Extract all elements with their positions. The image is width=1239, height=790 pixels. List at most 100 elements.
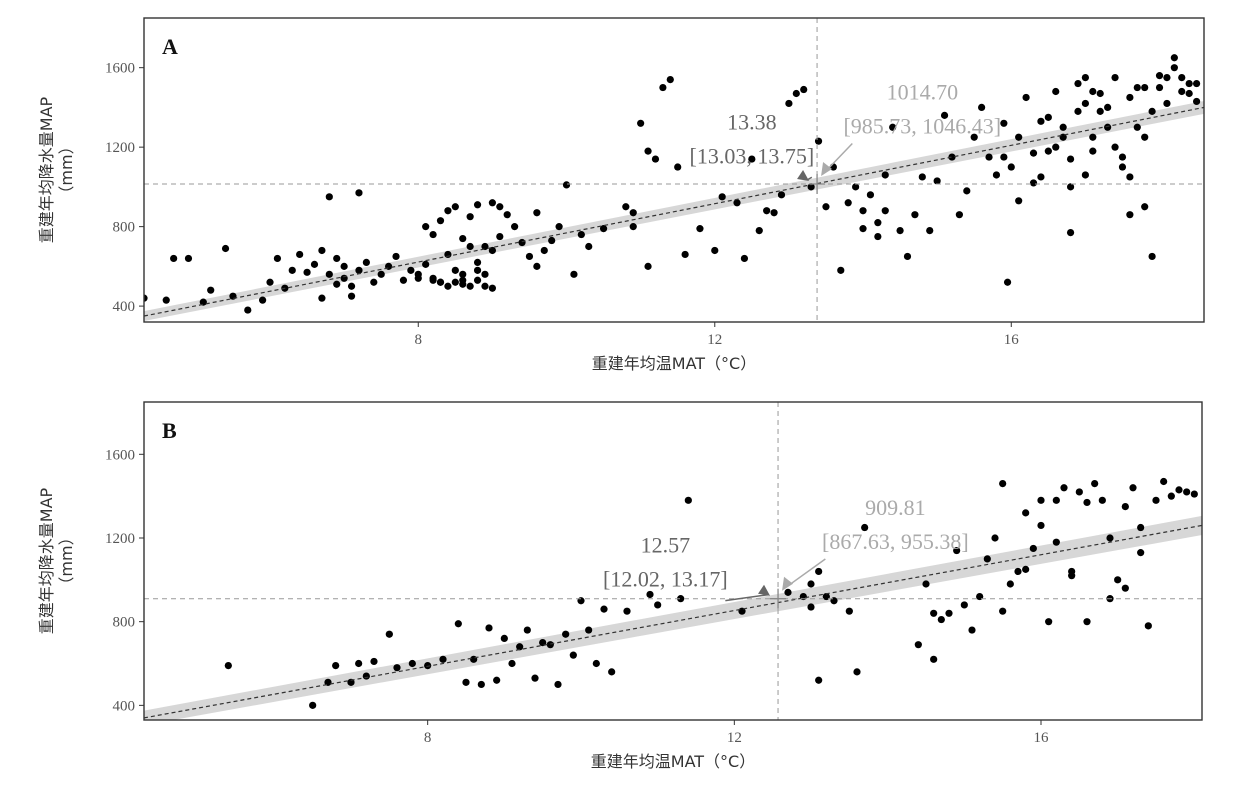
data-point	[554, 680, 562, 689]
data-point	[881, 171, 889, 179]
data-point	[822, 203, 830, 211]
data-point	[1066, 183, 1075, 191]
data-point	[444, 282, 452, 290]
mean-x-arrowhead	[797, 169, 810, 181]
data-point	[940, 111, 949, 119]
data-point	[533, 209, 541, 217]
y-axis-label: 重建年均降水量MAP	[37, 487, 56, 634]
data-point	[481, 270, 489, 278]
data-point	[807, 603, 815, 611]
data-point	[666, 75, 674, 84]
mean-y-value: 909.81	[865, 495, 926, 520]
data-point	[1029, 179, 1038, 187]
data-point	[859, 207, 867, 215]
data-point	[654, 601, 662, 609]
data-point	[355, 189, 363, 197]
data-point	[918, 173, 926, 181]
data-point	[859, 225, 867, 233]
data-point	[500, 634, 508, 643]
data-point	[1175, 486, 1183, 494]
data-point	[324, 678, 332, 686]
data-point	[422, 260, 430, 268]
data-point	[439, 655, 447, 663]
data-point	[629, 209, 637, 217]
data-point	[310, 260, 319, 268]
data-point	[569, 651, 577, 659]
data-point	[1190, 490, 1198, 498]
data-point	[318, 246, 326, 255]
data-point	[922, 580, 930, 588]
data-point	[985, 153, 993, 161]
data-point	[1192, 79, 1201, 88]
data-point	[1059, 123, 1067, 131]
data-point	[473, 266, 482, 274]
data-point	[221, 244, 230, 253]
data-point	[370, 657, 378, 666]
y-tick-label: 800	[113, 615, 136, 631]
data-point	[770, 209, 778, 217]
data-point	[362, 258, 370, 266]
data-point	[1037, 173, 1045, 181]
data-point	[303, 268, 311, 276]
data-point	[508, 659, 516, 668]
data-point	[577, 230, 585, 239]
data-point	[1045, 618, 1053, 626]
data-point	[1121, 584, 1129, 592]
data-point	[1075, 488, 1083, 496]
data-point	[1104, 103, 1112, 112]
mean-x-value: 12.57	[641, 533, 691, 558]
y-tick-label: 800	[113, 220, 136, 236]
data-point	[444, 207, 452, 215]
data-point	[540, 246, 548, 255]
data-point	[622, 203, 630, 211]
data-point	[259, 296, 267, 304]
data-point	[1126, 173, 1134, 181]
data-point	[937, 615, 945, 624]
mean-y-ci: [985.73, 1046.43]	[843, 113, 1001, 138]
data-point	[392, 252, 400, 261]
data-point	[333, 280, 341, 288]
data-point	[807, 183, 815, 191]
data-point	[1029, 149, 1038, 157]
y-axis-unit: （mm）	[57, 138, 76, 201]
data-point	[852, 183, 860, 191]
data-point	[911, 211, 919, 219]
data-point	[407, 266, 415, 274]
data-point	[1007, 163, 1015, 171]
data-point	[637, 119, 645, 127]
data-point	[815, 567, 823, 576]
data-point	[792, 89, 800, 98]
data-point	[511, 223, 519, 231]
data-point	[1006, 580, 1014, 588]
y-tick-label: 1600	[105, 447, 135, 463]
data-point	[1137, 549, 1145, 557]
data-point	[1066, 228, 1075, 237]
data-point	[548, 236, 556, 245]
data-point	[1163, 99, 1171, 108]
data-point	[644, 147, 652, 155]
data-point	[555, 223, 563, 231]
mean-x-ci: [12.02, 13.17]	[603, 567, 728, 592]
data-point	[1148, 252, 1156, 261]
data-point	[1133, 123, 1141, 131]
x-tick-label: 8	[424, 730, 432, 746]
data-point	[273, 254, 282, 263]
y-tick-label: 400	[113, 299, 136, 315]
data-point	[399, 276, 408, 284]
data-point	[1111, 74, 1119, 82]
data-point	[1091, 479, 1099, 488]
data-point	[740, 254, 749, 263]
data-point	[970, 133, 978, 141]
data-point	[162, 296, 170, 304]
data-point	[1003, 278, 1012, 286]
data-point	[696, 225, 704, 233]
data-point	[485, 624, 493, 632]
data-point	[459, 270, 467, 278]
data-point	[845, 607, 853, 615]
data-point	[748, 155, 756, 163]
mean-y-arrowhead	[821, 161, 833, 176]
data-point	[1141, 133, 1149, 141]
data-point	[659, 83, 667, 92]
data-point	[570, 270, 578, 278]
data-point	[991, 534, 999, 542]
